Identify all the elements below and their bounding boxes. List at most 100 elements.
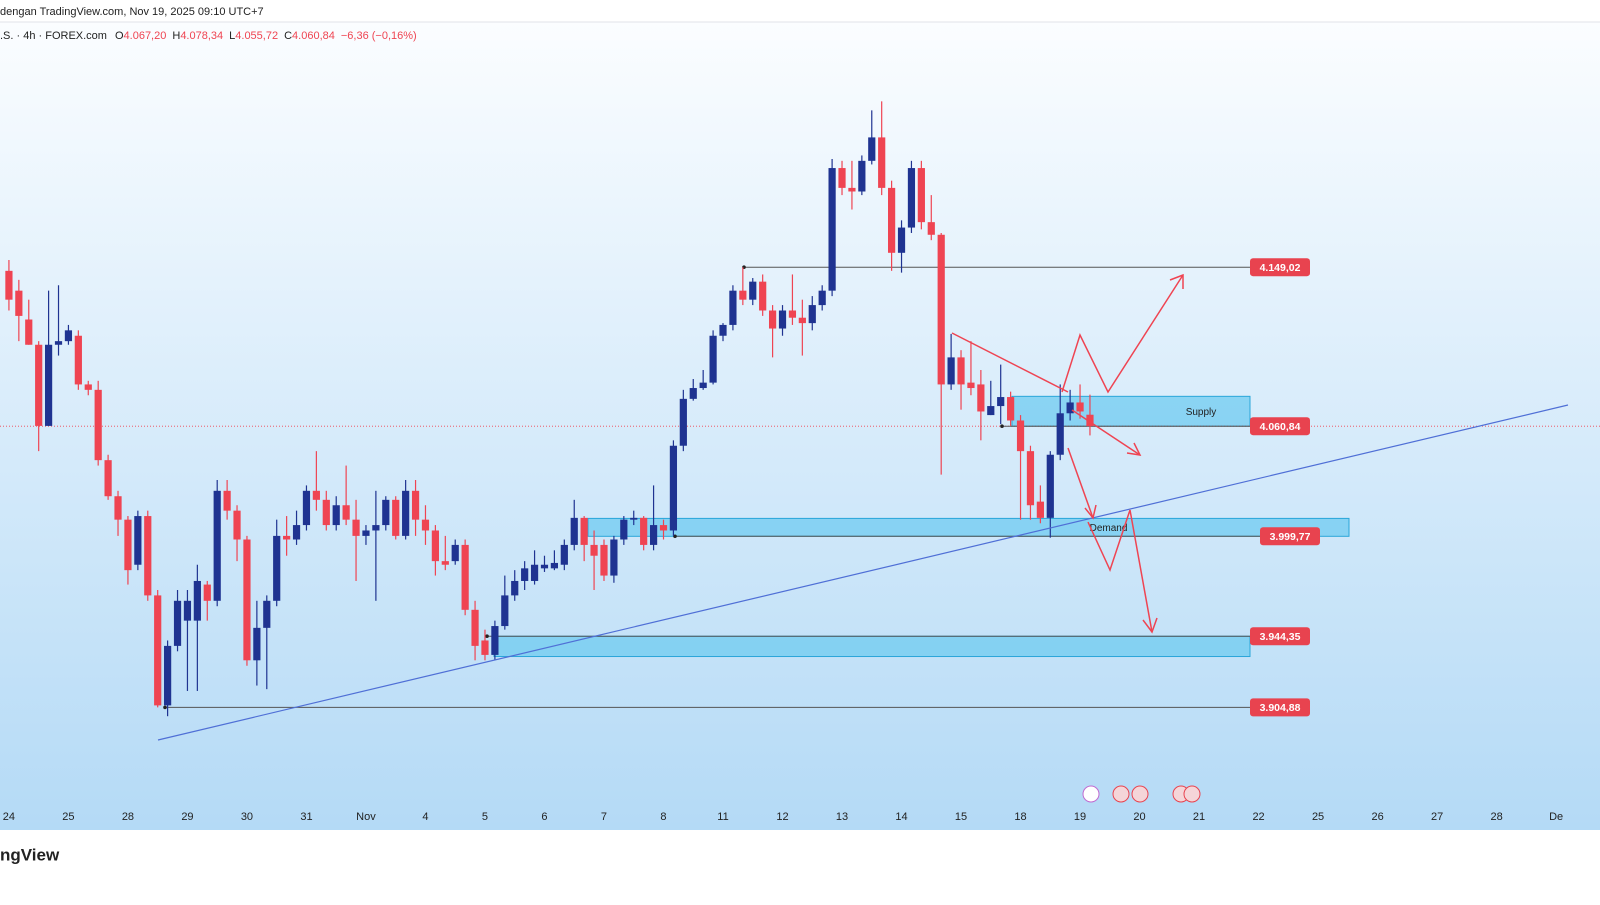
level-badge bbox=[1250, 417, 1310, 436]
candle-body bbox=[888, 187, 896, 253]
candle-body bbox=[35, 344, 43, 426]
source-text: dengan TradingView.com, Nov 19, 2025 09:… bbox=[0, 6, 264, 18]
level-label: 4.060,84 bbox=[1260, 421, 1301, 433]
candle-body bbox=[1076, 402, 1084, 412]
x-tick-label: 25 bbox=[1312, 811, 1324, 823]
bear-arrow bbox=[1067, 447, 1094, 519]
level-label: 3.904,88 bbox=[1260, 702, 1301, 714]
arrow-head bbox=[1169, 273, 1184, 289]
candle-body bbox=[511, 580, 519, 596]
candle-body bbox=[1007, 397, 1015, 421]
x-tick-label: 28 bbox=[1490, 811, 1502, 823]
candle-body bbox=[570, 517, 578, 545]
candle-body bbox=[709, 335, 717, 383]
candle-body bbox=[1086, 414, 1094, 427]
candle-body bbox=[937, 234, 945, 385]
candle-body bbox=[768, 310, 777, 329]
level-anchor bbox=[1000, 424, 1004, 428]
candle-body bbox=[530, 564, 539, 581]
candle-body bbox=[689, 388, 697, 399]
level-label: 3.944,35 bbox=[1260, 631, 1301, 643]
event-icon bbox=[1131, 785, 1149, 803]
level-anchor bbox=[485, 634, 489, 639]
candle-body bbox=[1036, 501, 1044, 518]
candle-body bbox=[124, 519, 132, 571]
candle-body bbox=[640, 517, 648, 545]
candle-body bbox=[868, 137, 876, 161]
ohlc-key: O bbox=[115, 30, 124, 42]
zone bbox=[1011, 395, 1251, 427]
symbol: .S. · 4h · FOREX.com bbox=[0, 30, 107, 42]
ohlc-value: 4.055,72 bbox=[235, 30, 278, 42]
candle-body bbox=[1056, 413, 1064, 455]
x-tick-label: 11 bbox=[717, 811, 728, 823]
candle-body bbox=[878, 137, 886, 188]
candle-body bbox=[134, 516, 142, 565]
candle-body bbox=[808, 305, 816, 324]
ohlc-value: 4.078,34 bbox=[180, 30, 223, 42]
candle-body bbox=[44, 344, 53, 426]
drawings bbox=[157, 273, 1569, 741]
candle-body bbox=[947, 357, 955, 385]
candle-body bbox=[620, 519, 628, 540]
level-badge bbox=[1260, 527, 1320, 546]
candle-body bbox=[858, 160, 866, 192]
level-anchor bbox=[673, 534, 677, 539]
x-tick-label: 24 bbox=[3, 811, 15, 823]
candle-body bbox=[659, 525, 668, 531]
x-tick-label: 12 bbox=[776, 811, 788, 823]
candle-body bbox=[838, 168, 846, 188]
candle-body bbox=[550, 562, 559, 569]
level-label: 3.999,77 bbox=[1270, 531, 1311, 543]
candle-body bbox=[54, 341, 63, 345]
event-icon bbox=[1082, 785, 1100, 803]
candle-body bbox=[818, 290, 826, 306]
candle-body bbox=[1046, 454, 1054, 518]
candle-body bbox=[84, 384, 92, 390]
symbol-line: .S. · 4h · FOREX.com O 4.067,20 H 4.078,34 L 4… bbox=[0, 30, 417, 42]
level-badge bbox=[1250, 698, 1310, 717]
candle-body bbox=[292, 525, 301, 540]
candle-body bbox=[719, 324, 727, 336]
candle-body bbox=[233, 510, 241, 540]
candle-body bbox=[699, 382, 707, 389]
candle-body bbox=[5, 270, 13, 300]
ohlc-key: C bbox=[284, 30, 292, 42]
candle-body bbox=[610, 539, 618, 576]
candle-body bbox=[312, 490, 320, 500]
candle-body bbox=[828, 168, 836, 291]
candle-body bbox=[144, 516, 152, 596]
candle-body bbox=[521, 568, 529, 581]
levels: 4.149,02 4.060,84 3.999,77 3.944,35 3.904,88 bbox=[0, 258, 1600, 717]
event-icon bbox=[1112, 785, 1130, 803]
candle-body bbox=[481, 640, 489, 655]
x-tick-label: 5 bbox=[482, 811, 488, 823]
candle-body bbox=[114, 496, 122, 520]
candle-body bbox=[104, 460, 112, 497]
x-tick-label: 30 bbox=[241, 811, 253, 823]
candle-body bbox=[402, 490, 410, 536]
candle-body bbox=[263, 600, 271, 628]
candle-body bbox=[243, 539, 251, 661]
event-icon bbox=[1183, 785, 1201, 803]
candle-body bbox=[798, 317, 806, 324]
brand: ngView bbox=[0, 845, 60, 864]
candle-body bbox=[917, 168, 925, 223]
level-label: 4.149,02 bbox=[1260, 262, 1301, 274]
candle-body bbox=[441, 561, 449, 565]
candle-body bbox=[203, 584, 211, 601]
candle-body bbox=[74, 335, 82, 385]
candle-body bbox=[669, 445, 678, 531]
candle-body bbox=[491, 626, 499, 655]
level-badge bbox=[1250, 258, 1310, 277]
candle-body bbox=[421, 519, 430, 531]
events bbox=[1082, 785, 1201, 803]
zones: Supply Demand bbox=[493, 395, 1350, 658]
ohlc-key: L bbox=[229, 30, 235, 42]
candle-body bbox=[411, 490, 420, 520]
x-tick-label: 13 bbox=[836, 811, 848, 823]
x-tick-label: 15 bbox=[955, 811, 967, 823]
ohlc-value: 4.060,84 bbox=[292, 30, 335, 42]
